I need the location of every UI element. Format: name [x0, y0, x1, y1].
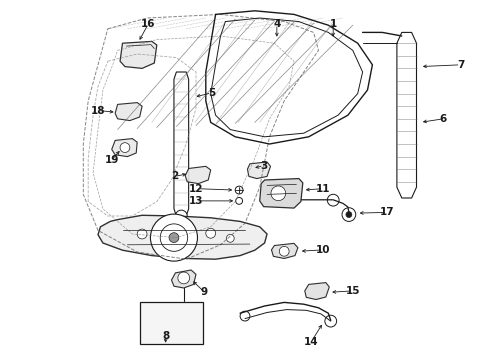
Text: 8: 8 [162, 330, 169, 341]
Circle shape [206, 228, 216, 238]
Text: 12: 12 [189, 184, 203, 194]
Circle shape [327, 194, 339, 206]
Circle shape [325, 315, 337, 327]
Polygon shape [174, 72, 189, 216]
Text: 15: 15 [345, 286, 360, 296]
Polygon shape [271, 243, 298, 258]
Circle shape [346, 212, 352, 217]
Circle shape [236, 197, 243, 204]
Circle shape [175, 210, 187, 222]
Text: 3: 3 [260, 161, 267, 171]
Circle shape [150, 214, 197, 261]
Polygon shape [98, 215, 267, 259]
Circle shape [240, 311, 250, 321]
Polygon shape [185, 166, 211, 184]
Circle shape [279, 246, 289, 256]
Text: 5: 5 [208, 88, 215, 98]
Text: 19: 19 [104, 155, 119, 165]
Text: 7: 7 [457, 60, 465, 70]
Circle shape [226, 234, 234, 242]
Circle shape [137, 229, 147, 239]
Circle shape [169, 233, 179, 243]
Polygon shape [260, 179, 303, 208]
Circle shape [342, 208, 356, 221]
Circle shape [160, 224, 188, 251]
Polygon shape [115, 103, 142, 121]
Text: 17: 17 [380, 207, 394, 217]
Text: 13: 13 [189, 196, 203, 206]
Polygon shape [172, 270, 196, 288]
Text: 2: 2 [171, 171, 178, 181]
Polygon shape [397, 32, 416, 198]
Polygon shape [305, 283, 329, 300]
Text: 9: 9 [200, 287, 207, 297]
Circle shape [178, 272, 190, 284]
Text: 18: 18 [91, 105, 105, 116]
Polygon shape [112, 139, 137, 157]
Circle shape [271, 186, 286, 201]
Text: 10: 10 [316, 245, 331, 255]
Text: 11: 11 [316, 184, 331, 194]
Text: 14: 14 [304, 337, 318, 347]
Circle shape [120, 143, 130, 153]
Bar [140, 302, 203, 344]
Circle shape [235, 186, 243, 194]
Text: 16: 16 [141, 19, 155, 30]
Text: 4: 4 [273, 19, 281, 30]
Text: 6: 6 [440, 114, 447, 124]
Text: 1: 1 [330, 19, 337, 30]
Polygon shape [120, 41, 157, 68]
Polygon shape [247, 162, 270, 179]
